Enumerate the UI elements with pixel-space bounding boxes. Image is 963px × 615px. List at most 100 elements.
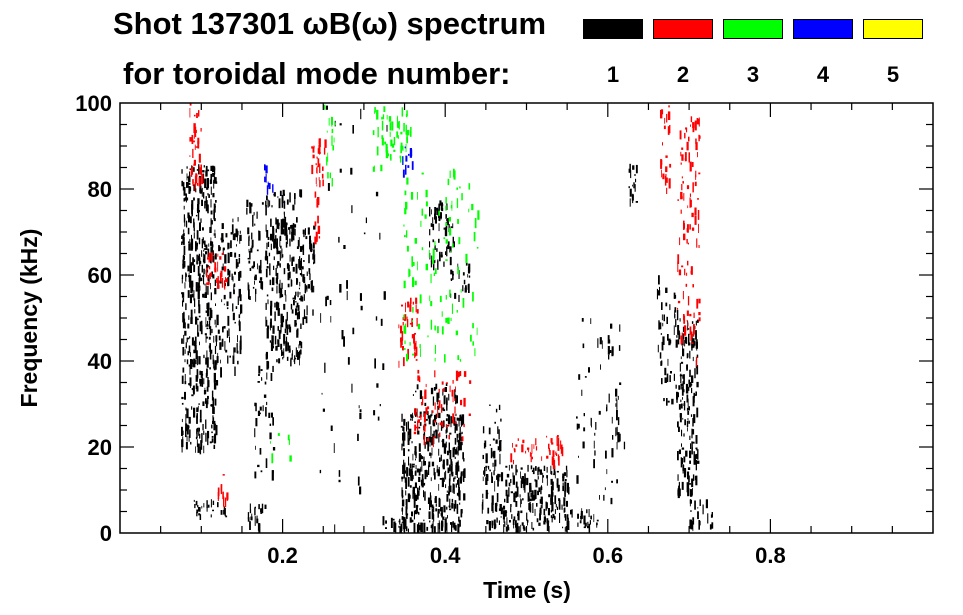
spectrum-mark: [564, 490, 566, 497]
spectrum-mark: [195, 245, 198, 250]
spectrum-mark: [372, 130, 375, 136]
spectrum-mark: [442, 388, 445, 392]
spectrum-mark: [209, 350, 212, 360]
mode-3-region: [403, 168, 480, 363]
spectrum-mark: [207, 169, 210, 172]
spectrum-mark: [520, 524, 522, 532]
spectrum-mark: [440, 512, 443, 516]
spectrum-mark: [285, 224, 288, 235]
spectrum-mark: [405, 519, 407, 529]
spectrum-mark: [439, 478, 442, 480]
spectrum-mark: [295, 301, 297, 303]
spectrum-mark: [527, 492, 530, 502]
spectrum-mark: [187, 176, 190, 179]
y-tick-label: 80: [88, 177, 112, 202]
spectrum-mark: [682, 181, 684, 184]
spectrum-mark: [232, 218, 234, 223]
spectrum-mark: [313, 225, 316, 230]
spectrum-mark: [454, 456, 456, 459]
spectrum-mark: [678, 485, 680, 492]
spectrum-mark: [452, 223, 454, 229]
spectrum-mark: [682, 381, 684, 391]
spectrum-mark: [692, 522, 694, 532]
spectrum-mark: [282, 357, 284, 360]
spectrum-mark: [226, 301, 229, 307]
spectrum-mark: [324, 139, 327, 148]
spectrum-mark: [182, 313, 185, 323]
spectrum-mark: [404, 190, 407, 196]
spectrum-mark: [188, 425, 190, 428]
spectrum-mark: [204, 292, 207, 298]
spectrum-mark: [689, 519, 692, 529]
spectrum-mark: [674, 307, 677, 313]
spectrum-mark: [405, 514, 408, 519]
spectrum-mark: [250, 247, 253, 253]
spectrum-mark: [213, 372, 216, 383]
spectrum-mark: [254, 506, 256, 509]
spectrum-mark: [193, 159, 196, 166]
spectrum-mark: [416, 511, 419, 514]
spectrum-mark: [254, 280, 255, 285]
spectrum-mark: [414, 348, 416, 351]
spectrum-mark: [586, 509, 588, 514]
spectrum-mark: [221, 233, 224, 243]
spectrum-mark: [677, 474, 679, 481]
spectrum-mark: [222, 239, 224, 242]
spectrum-mark: [454, 421, 457, 430]
spectrum-mark: [437, 326, 439, 334]
spectrum-mark: [314, 221, 317, 227]
spectrum-mark: [384, 141, 387, 145]
spectrum-mark: [197, 443, 200, 448]
spectrum-mark: [225, 233, 228, 238]
spectrum-mark: [197, 198, 200, 205]
spectrum-mark: [527, 447, 530, 450]
spectrum-mark: [546, 518, 549, 524]
spectrum-mark: [267, 361, 270, 369]
spectrum-mark: [259, 233, 261, 240]
spectrum-mark: [412, 262, 415, 266]
spectrum-mark: [539, 499, 542, 504]
spectrum-mark: [359, 486, 362, 495]
spectrum-mark: [321, 173, 324, 179]
spectrum-mark: [224, 497, 227, 508]
spectrum-mark: [279, 279, 281, 289]
mode-4-region: [402, 146, 414, 178]
spectrum-mark: [707, 513, 709, 524]
spectrum-mark: [668, 339, 672, 344]
spectrum-mark: [251, 513, 253, 519]
spectrum-mark: [430, 301, 433, 307]
spectrum-mark: [404, 463, 406, 472]
spectrum-mark: [538, 522, 541, 526]
spectrum-mark: [681, 443, 682, 447]
spectrum-mark: [439, 522, 441, 533]
spectrum-mark: [203, 241, 205, 245]
spectrum-mark: [629, 188, 632, 197]
spectrum-mark: [277, 433, 280, 436]
spectrum-mark: [415, 504, 418, 512]
spectrum-mark: [557, 435, 559, 438]
spectrum-mark: [428, 511, 431, 519]
spectrum-mark: [680, 196, 683, 199]
spectrum-mark: [461, 414, 465, 425]
spectrum-mark: [415, 390, 417, 393]
spectrum-mark: [278, 283, 280, 294]
spectrum-mark: [272, 227, 275, 238]
spectrum-mark: [691, 212, 694, 218]
spectrum-mark: [449, 473, 451, 482]
spectrum-mark: [423, 461, 426, 466]
spectrum-mark: [426, 438, 430, 442]
spectrum-mark: [286, 311, 288, 321]
spectrum-mark: [491, 520, 494, 526]
spectrum-mark: [221, 223, 224, 229]
spectrum-mark: [677, 392, 679, 398]
spectrum-mark: [247, 227, 250, 235]
spectrum-mark: [389, 131, 391, 137]
spectrum-mark: [269, 200, 271, 207]
spectrum-mark: [689, 460, 691, 464]
spectrum-mark: [282, 315, 284, 323]
spectrum-mark: [553, 516, 556, 520]
spectrum-mark: [448, 442, 450, 453]
spectrum-mark: [188, 175, 191, 183]
spectrum-mark: [689, 313, 692, 317]
spectrum-mark: [448, 478, 451, 488]
